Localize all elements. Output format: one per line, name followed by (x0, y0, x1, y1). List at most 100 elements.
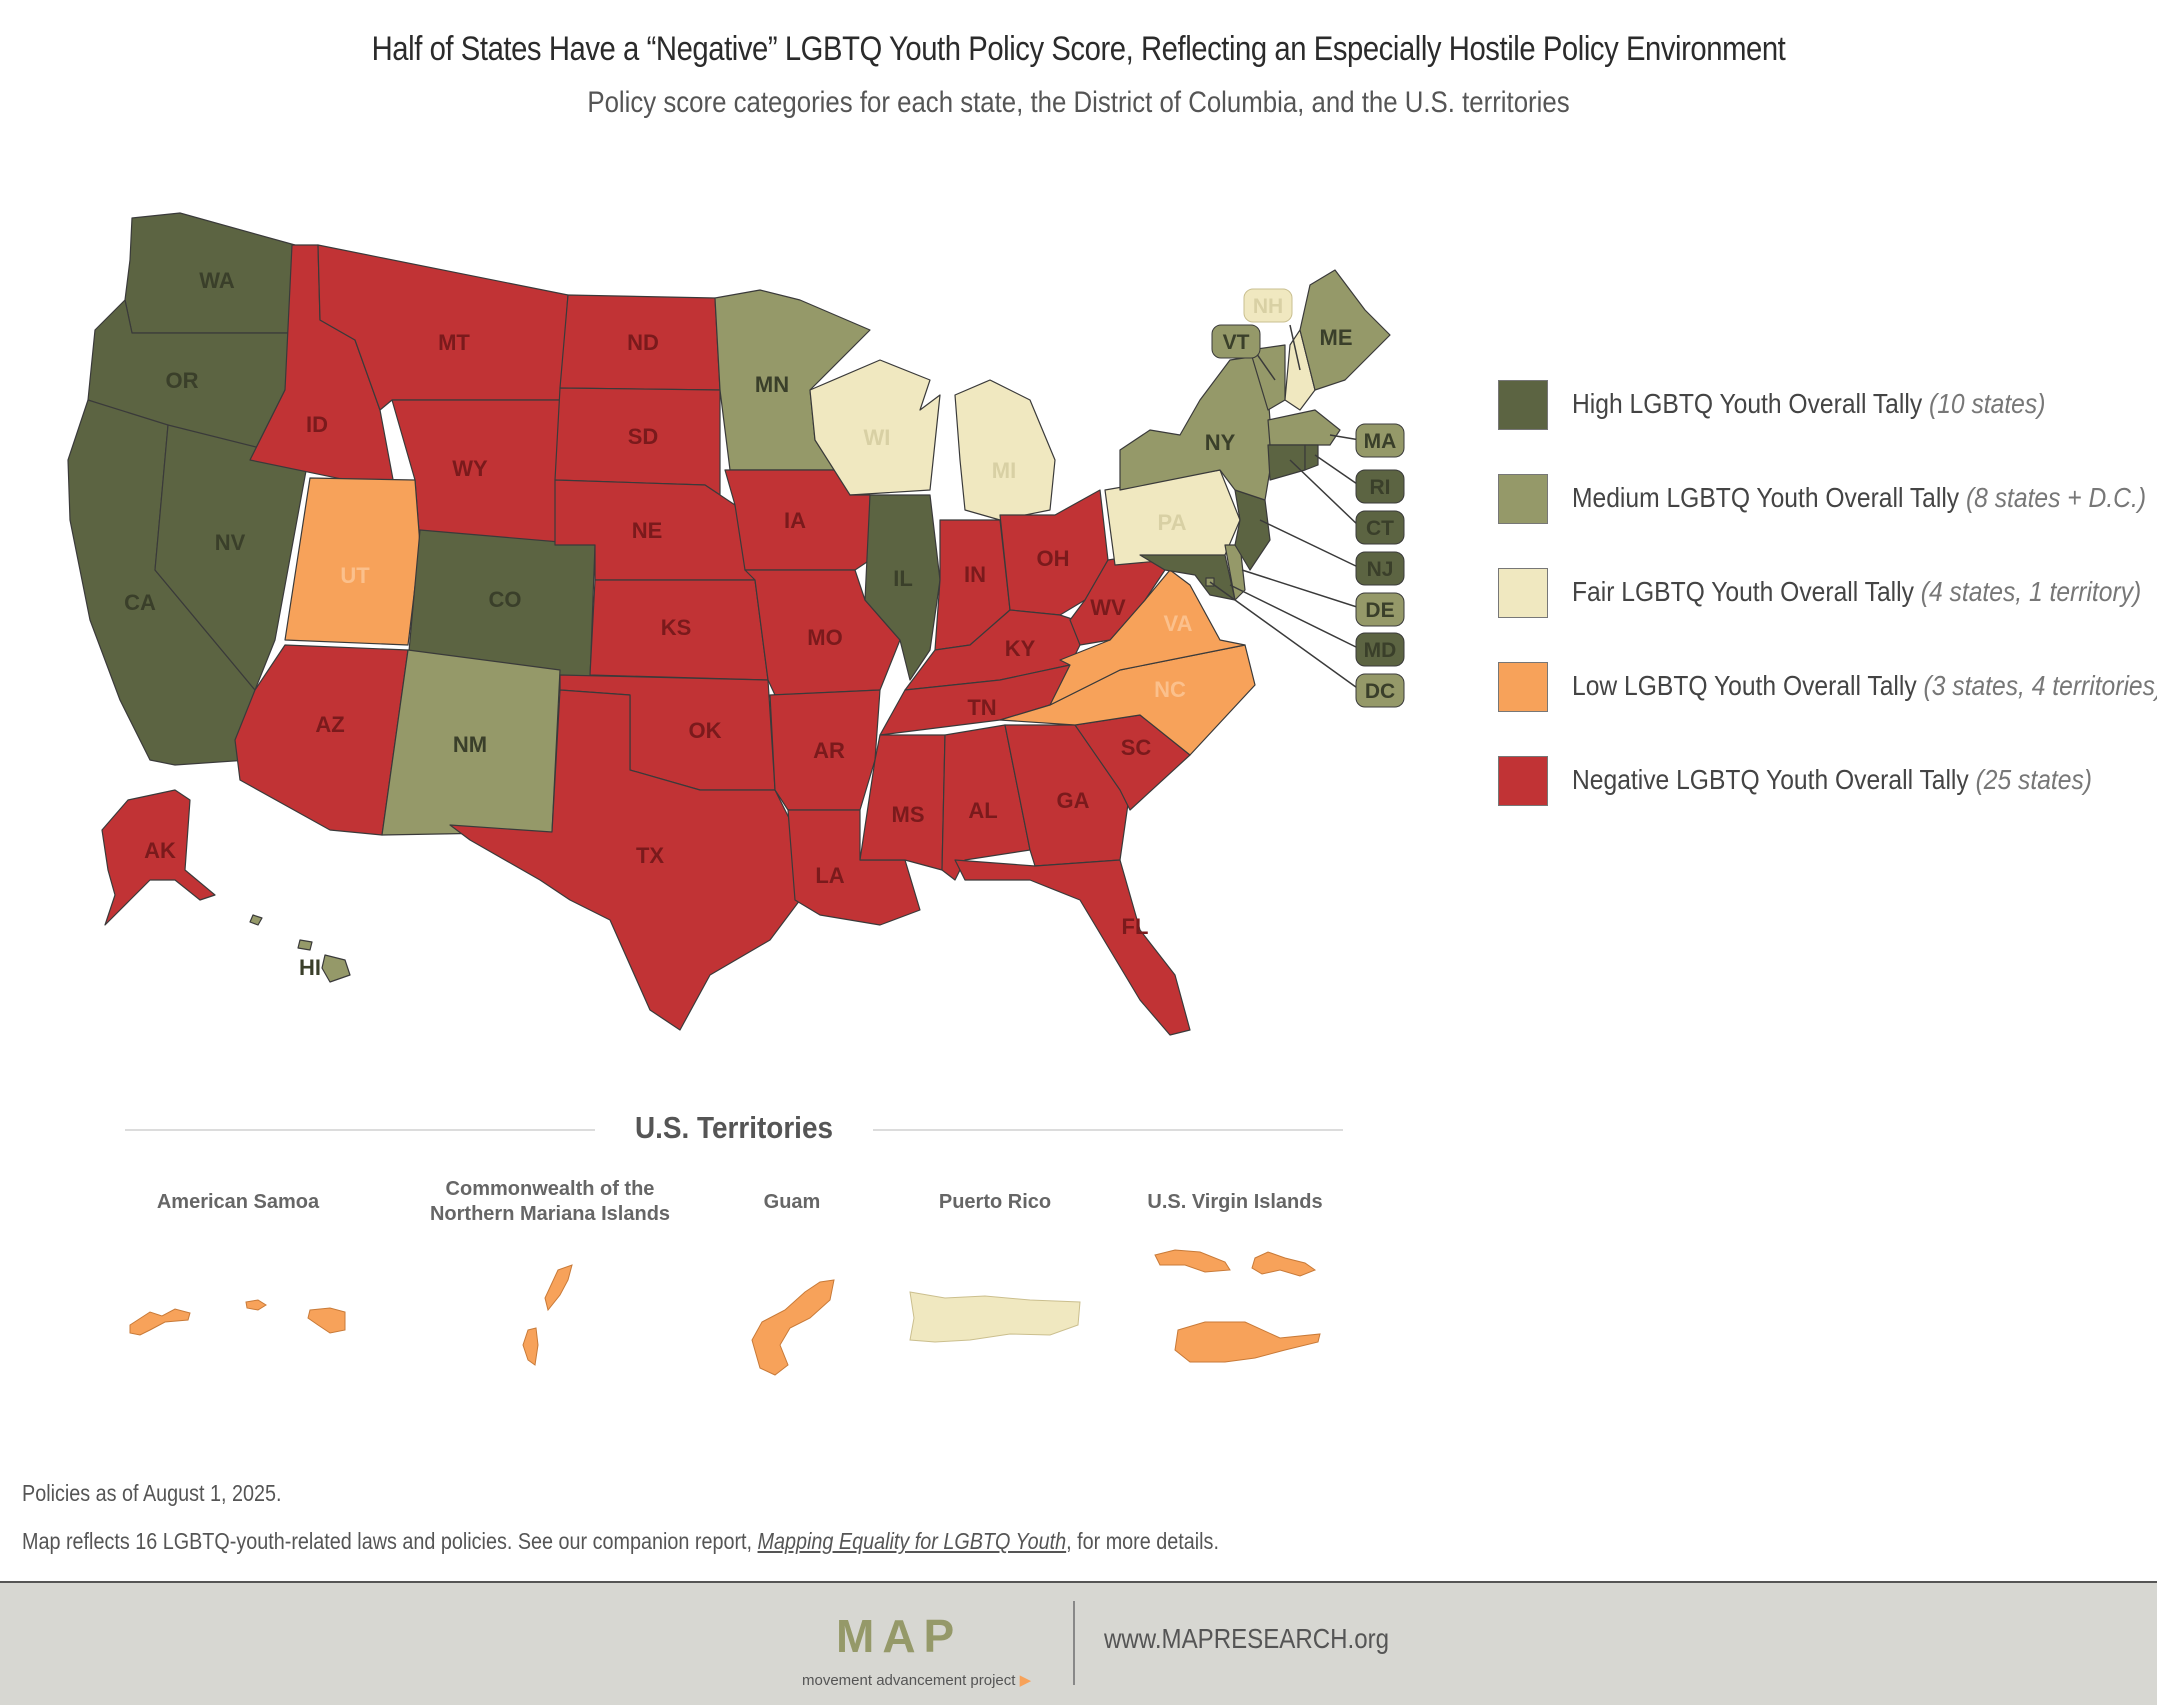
state-TX[interactable] (449, 689, 801, 1031)
legend-swatch-fair (1498, 568, 1548, 618)
state-label-KY: KY (1005, 636, 1036, 661)
page-title: Half of States Have a “Negative” LGBTQ Y… (371, 30, 1786, 68)
callout-RI[interactable]: RI (1355, 469, 1405, 504)
state-label-FL: FL (1122, 914, 1149, 939)
state-label-ME: ME (1320, 325, 1353, 350)
state-label-NC: NC (1154, 677, 1186, 702)
callout-MA[interactable]: MA (1355, 423, 1405, 458)
legend-swatch-low (1498, 662, 1548, 712)
map-logo[interactable]: MAP (836, 1609, 962, 1663)
territories-heading: U.S. Territories (635, 1110, 833, 1145)
callout-NH[interactable]: NH (1243, 288, 1293, 323)
logo-tagline-text: movement advancement project (802, 1672, 1016, 1689)
state-IL[interactable] (849, 494, 941, 681)
state-label-SC: SC (1121, 735, 1152, 760)
report-note: Map reflects 16 LGBTQ-youth-related laws… (22, 1528, 1219, 1555)
territories-divider-left (125, 1129, 595, 1131)
territory-name-cnmi-line2: Northern Mariana Islands (429, 1203, 671, 1225)
callout-DC[interactable]: DC (1355, 673, 1405, 708)
state-MA[interactable] (1267, 409, 1341, 446)
callout-label-DC: DC (1365, 680, 1395, 703)
footer: MAP movement advancement project ▶ www.M… (0, 1581, 2157, 1705)
territory-shapes (129, 1249, 1321, 1376)
state-label-NY: NY (1205, 430, 1236, 455)
callout-line-NH (1289, 324, 1301, 371)
territories-divider-right (873, 1129, 1343, 1131)
callout-line-DC (1209, 581, 1361, 691)
legend-swatch-high (1498, 380, 1548, 430)
state-label-MN: MN (755, 372, 789, 397)
state-ME[interactable] (1299, 269, 1391, 391)
state-label-AR: AR (813, 738, 845, 763)
legend-note-high: (10 states) (1929, 388, 2046, 419)
state-label-AL: AL (968, 798, 997, 823)
legend-text-fair: Fair LGBTQ Youth Overall Tally (1572, 576, 1914, 607)
callout-label-VT: VT (1223, 331, 1250, 354)
state-RI[interactable] (1304, 444, 1319, 471)
state-label-HI: HI (299, 955, 321, 980)
callout-label-NJ: NJ (1367, 558, 1394, 581)
report-link[interactable]: Mapping Equality for LGBTQ Youth (757, 1528, 1067, 1554)
state-AK[interactable] (101, 789, 216, 926)
callout-MD[interactable]: MD (1355, 632, 1405, 667)
callout-label-MD: MD (1364, 639, 1397, 662)
website-link[interactable]: www.MAPRESEARCH.org (1104, 1623, 1390, 1654)
territory-shape-guam[interactable] (751, 1279, 835, 1376)
territories-header: U.S. Territories (125, 1110, 1343, 1150)
state-MD[interactable] (1139, 554, 1236, 601)
callout-box-NH (1243, 288, 1293, 323)
footer-divider (1073, 1601, 1075, 1685)
state-WI[interactable] (809, 359, 941, 496)
play-triangle-icon: ▶ (1019, 1672, 1032, 1689)
callout-DE[interactable]: DE (1355, 592, 1405, 627)
state-label-OH: OH (1037, 546, 1070, 571)
us-policy-map: WA OR CA NV ID MT WY UT CO AZ NM ND SD N… (67, 212, 1405, 1376)
callout-box-MA (1355, 423, 1405, 458)
legend-label-fair: Fair LGBTQ Youth Overall Tally (4 states… (1572, 576, 2141, 608)
state-label-MI: MI (992, 458, 1016, 483)
legend-note-negative: (25 states) (1975, 764, 2092, 795)
state-labels: WA OR CA NV ID MT WY UT CO AZ NM ND SD N… (124, 268, 1352, 980)
territory-name-guam: Guam (763, 1191, 821, 1213)
report-note-suffix: , for more details. (1066, 1528, 1219, 1554)
callout-CT[interactable]: CT (1355, 510, 1405, 545)
territory-shape-puerto-rico[interactable] (909, 1291, 1081, 1343)
state-FL[interactable] (954, 859, 1191, 1036)
state-label-ND: ND (627, 330, 659, 355)
legend-label-low: Low LGBTQ Youth Overall Tally (3 states,… (1572, 670, 2157, 702)
state-label-MT: MT (438, 330, 470, 355)
state-label-MO: MO (807, 625, 842, 650)
callout-box-CT (1355, 510, 1405, 545)
state-HI[interactable] (249, 914, 351, 983)
state-label-OK: OK (689, 718, 722, 743)
state-label-TN: TN (967, 695, 996, 720)
territory-shape-usvi[interactable] (1154, 1249, 1321, 1363)
state-label-UT: UT (340, 563, 370, 588)
state-label-WI: WI (864, 425, 891, 450)
callout-line-DE (1241, 569, 1361, 609)
callout-label-MA: MA (1364, 430, 1397, 453)
state-MI[interactable] (954, 379, 1056, 521)
legend-text-low: Low LGBTQ Youth Overall Tally (1572, 670, 1917, 701)
legend-label-negative: Negative LGBTQ Youth Overall Tally (25 s… (1572, 764, 2092, 796)
state-LA[interactable] (787, 809, 921, 926)
callout-label-RI: RI (1370, 476, 1391, 499)
map-logo-text: MAP (836, 1610, 963, 1662)
callout-VT[interactable]: VT (1211, 324, 1261, 359)
report-note-prefix: Map reflects 16 LGBTQ-youth-related laws… (22, 1528, 758, 1554)
callout-NJ[interactable]: NJ (1355, 551, 1405, 586)
state-label-LA: LA (815, 863, 844, 888)
state-label-WA: WA (199, 268, 235, 293)
territory-shape-american-samoa[interactable] (129, 1299, 346, 1336)
legend-text-negative: Negative LGBTQ Youth Overall Tally (1572, 764, 1969, 795)
territory-name-american-samoa: American Samoa (156, 1191, 320, 1213)
state-CT[interactable] (1267, 444, 1306, 481)
legend-label-high: High LGBTQ Youth Overall Tally (10 state… (1572, 388, 2045, 420)
state-label-IN: IN (964, 562, 986, 587)
legend-swatch-negative (1498, 756, 1548, 806)
callout-box-VT (1211, 324, 1261, 359)
territory-shape-cnmi[interactable] (522, 1264, 573, 1366)
callout-line-CT (1289, 459, 1361, 528)
state-label-SD: SD (628, 424, 659, 449)
state-UT[interactable] (284, 477, 421, 646)
